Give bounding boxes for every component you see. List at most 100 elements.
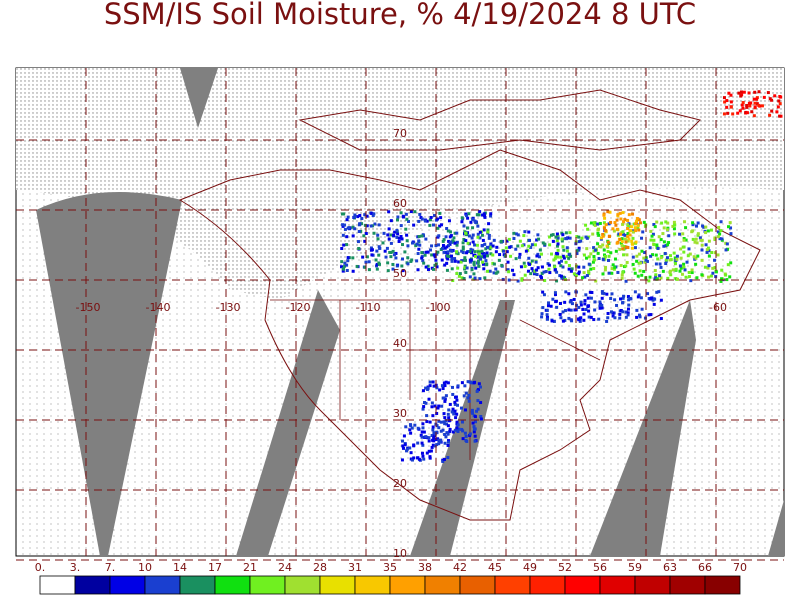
pixel bbox=[770, 109, 774, 113]
pixel bbox=[477, 387, 481, 391]
pixel bbox=[456, 403, 460, 407]
pixel bbox=[471, 421, 475, 425]
pixel bbox=[606, 210, 610, 214]
pixel bbox=[604, 223, 608, 227]
pixel bbox=[684, 226, 688, 230]
pixel bbox=[464, 391, 468, 395]
pixel bbox=[489, 214, 493, 218]
pixel bbox=[538, 248, 542, 252]
pixel bbox=[551, 297, 555, 301]
pixel bbox=[371, 214, 375, 218]
pixel bbox=[462, 277, 466, 281]
pixel bbox=[453, 402, 457, 406]
pixel bbox=[610, 267, 614, 271]
pixel bbox=[565, 254, 569, 258]
map: 70 60 50 40 30 20 10 -150 -140 -130 -120 -110 -100 -6… bbox=[15, 67, 785, 561]
pixel bbox=[462, 394, 466, 398]
pixel bbox=[450, 254, 454, 258]
pixel bbox=[518, 255, 522, 259]
pixel bbox=[555, 244, 559, 248]
pixel bbox=[429, 449, 433, 453]
pixel bbox=[412, 456, 416, 460]
pixel bbox=[445, 431, 449, 435]
pixel bbox=[430, 253, 434, 257]
pixel bbox=[443, 441, 447, 445]
pixel bbox=[403, 443, 407, 447]
pixel bbox=[601, 243, 605, 247]
pixel bbox=[342, 243, 346, 247]
pixel bbox=[742, 90, 746, 94]
pixel bbox=[446, 456, 450, 460]
pixel bbox=[341, 269, 345, 273]
pixel bbox=[477, 213, 481, 217]
pixel bbox=[596, 251, 600, 255]
lon-label: -110 bbox=[356, 301, 381, 314]
pixel bbox=[601, 272, 605, 276]
pixel bbox=[473, 434, 477, 438]
pixel bbox=[466, 396, 470, 400]
pixel bbox=[507, 278, 511, 282]
pixel bbox=[616, 270, 620, 274]
pixel bbox=[466, 380, 470, 384]
pixel bbox=[494, 271, 498, 275]
pixel bbox=[585, 247, 589, 251]
pixel bbox=[778, 102, 782, 106]
pixel bbox=[561, 254, 565, 258]
pixel bbox=[486, 228, 490, 232]
pixel bbox=[365, 255, 369, 259]
pixel bbox=[473, 439, 477, 443]
pixel bbox=[472, 381, 476, 385]
pixel bbox=[436, 406, 440, 410]
pixel bbox=[567, 253, 571, 257]
pixel bbox=[609, 220, 613, 224]
pixel bbox=[461, 247, 465, 251]
pixel bbox=[711, 271, 715, 275]
pixel bbox=[401, 243, 405, 247]
pixel bbox=[560, 231, 564, 235]
pixel bbox=[575, 235, 579, 239]
pixel bbox=[439, 216, 443, 220]
pixel bbox=[358, 213, 362, 217]
pixel bbox=[363, 223, 367, 227]
pixel bbox=[659, 265, 663, 269]
pixel bbox=[523, 264, 527, 268]
pixel bbox=[739, 90, 743, 94]
pixel bbox=[388, 250, 392, 254]
pixel bbox=[342, 212, 346, 216]
pixel bbox=[540, 276, 544, 280]
pixel bbox=[370, 248, 374, 252]
pixel bbox=[555, 270, 559, 274]
pixel bbox=[607, 235, 611, 239]
colorbar-label: 70 bbox=[733, 561, 747, 574]
pixel bbox=[634, 222, 638, 226]
pixel bbox=[467, 212, 471, 216]
pixel bbox=[418, 243, 422, 247]
pixel bbox=[391, 267, 395, 271]
pixel bbox=[562, 256, 566, 260]
pixel bbox=[428, 456, 432, 460]
pixel bbox=[485, 251, 489, 255]
pixel bbox=[431, 425, 435, 429]
pixel bbox=[340, 260, 344, 264]
pixel bbox=[536, 266, 540, 270]
pixel bbox=[555, 239, 559, 243]
pixel bbox=[492, 271, 496, 275]
color-box bbox=[249, 575, 286, 595]
pixel bbox=[467, 234, 471, 238]
pixel bbox=[421, 259, 425, 263]
pixel bbox=[621, 296, 625, 300]
pixel bbox=[656, 257, 660, 261]
pixel bbox=[427, 436, 431, 440]
pixel bbox=[441, 246, 445, 250]
pixel bbox=[696, 233, 700, 237]
pixel bbox=[638, 315, 642, 319]
pixel bbox=[462, 224, 466, 228]
pixel bbox=[655, 243, 659, 247]
pixel bbox=[455, 231, 459, 235]
pixel bbox=[652, 238, 656, 242]
pixel bbox=[466, 241, 470, 245]
pixel bbox=[446, 250, 450, 254]
pixel bbox=[755, 97, 759, 101]
pixel bbox=[615, 218, 619, 222]
pixel bbox=[541, 290, 545, 294]
